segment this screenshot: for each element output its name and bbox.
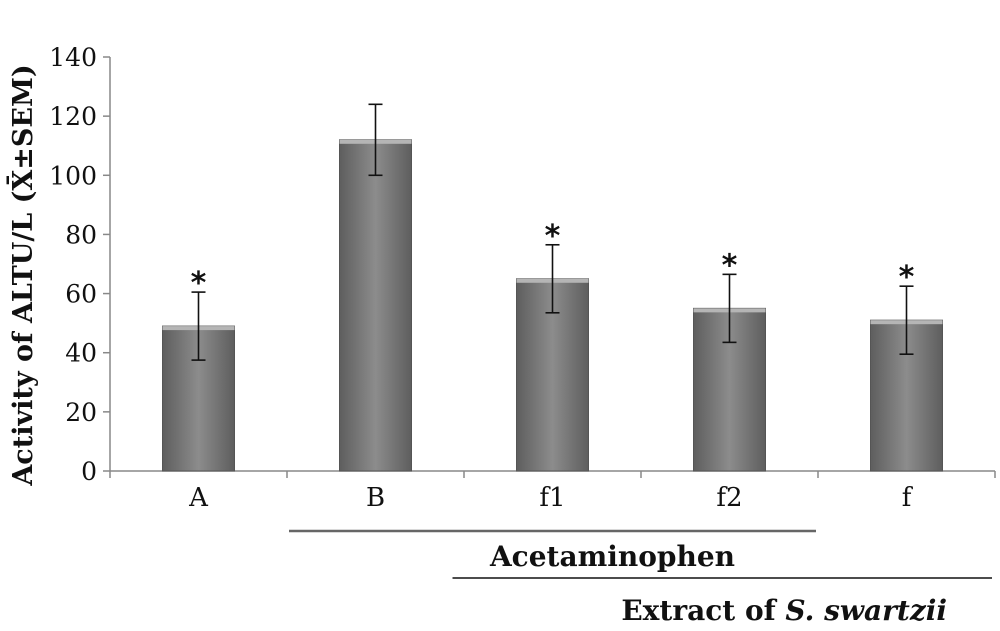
y-axis-label: Activity of ALTU/L (X̄±SEM): [5, 64, 39, 486]
group-brackets: Acetaminophen Extract of S. swartzii: [289, 529, 992, 627]
x-tick-label: A: [188, 483, 209, 513]
acetaminophen-label: Acetaminophen: [489, 540, 735, 573]
y-tick-label: 0: [81, 457, 97, 486]
bar: [339, 139, 412, 472]
significance-marker: *: [899, 260, 915, 295]
y-tick-label: 60: [65, 280, 97, 309]
extract-label-species: S. swartzii: [785, 594, 947, 627]
x-tick-label: f1: [539, 483, 565, 513]
significance-marker: *: [191, 266, 207, 301]
x-tick-label: f: [902, 483, 914, 513]
y-tick-label: 80: [65, 220, 97, 249]
bars: * * * *: [162, 103, 943, 472]
y-tick-label: 140: [49, 43, 97, 72]
x-tick-label: B: [366, 483, 385, 513]
y-axis: 0 20 40 60 80 100 120 140: [49, 43, 111, 486]
x-tick-label: f2: [716, 483, 742, 513]
y-tick-label: 100: [49, 161, 97, 190]
y-tick-label: 120: [49, 102, 97, 131]
y-tick-label: 40: [65, 339, 97, 368]
extract-label: Extract of S. swartzii: [621, 594, 947, 627]
extract-label-prefix: Extract of: [621, 594, 785, 627]
y-tick-label: 20: [65, 398, 97, 427]
significance-marker: *: [545, 219, 561, 254]
bar: [693, 307, 766, 472]
significance-marker: *: [722, 248, 738, 283]
